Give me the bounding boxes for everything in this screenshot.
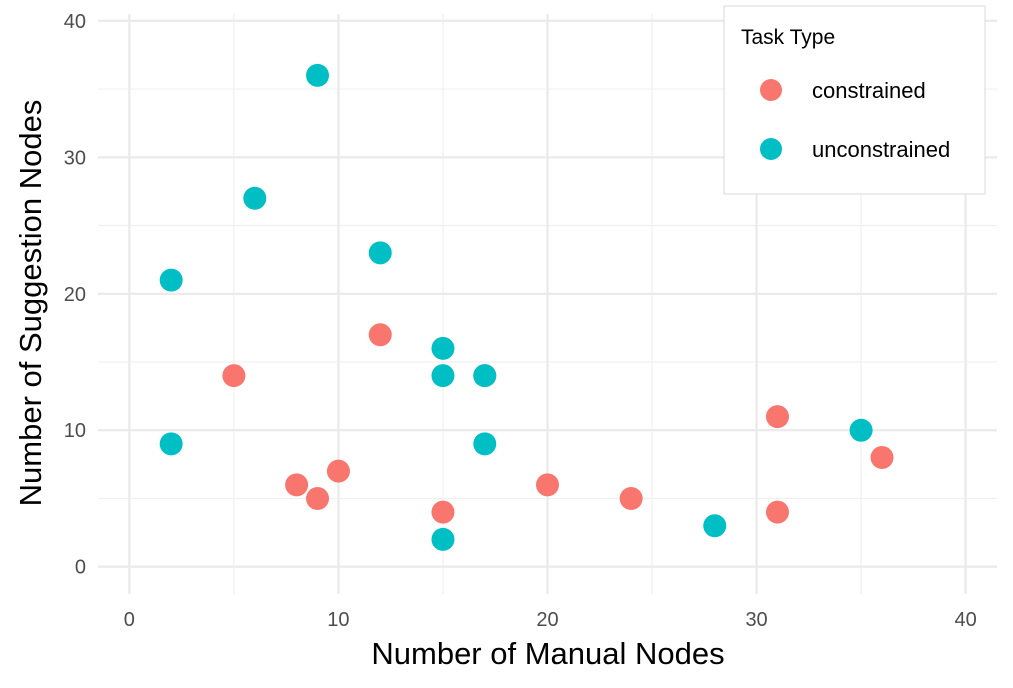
y-axis-ticks: 0 10 20 30 40 xyxy=(64,11,86,579)
x-axis-ticks: 0 10 20 30 40 xyxy=(124,609,977,631)
legend-key-constrained xyxy=(760,79,782,101)
point-constrained xyxy=(306,486,330,510)
point-unconstrained xyxy=(431,364,455,388)
x-tick-label: 0 xyxy=(124,609,135,631)
point-unconstrained xyxy=(431,527,455,551)
point-constrained xyxy=(765,500,789,524)
legend: Task Type constrained unconstrained xyxy=(723,5,986,195)
point-unconstrained xyxy=(703,514,727,538)
x-tick-label: 30 xyxy=(745,609,767,631)
point-constrained xyxy=(619,486,643,510)
point-unconstrained xyxy=(368,241,392,265)
x-tick-label: 40 xyxy=(955,609,977,631)
legend-label-constrained: constrained xyxy=(812,78,926,103)
point-unconstrained xyxy=(159,432,183,456)
y-tick-label: 20 xyxy=(64,284,86,306)
y-tick-label: 30 xyxy=(64,147,86,169)
point-constrained xyxy=(285,473,309,497)
point-unconstrained xyxy=(849,418,873,442)
point-unconstrained xyxy=(431,336,455,360)
data-points xyxy=(159,63,894,551)
x-tick-label: 20 xyxy=(536,609,558,631)
point-constrained xyxy=(368,323,392,347)
point-unconstrained xyxy=(473,432,497,456)
point-constrained xyxy=(222,364,246,388)
legend-key-unconstrained xyxy=(760,138,782,160)
y-tick-label: 10 xyxy=(64,420,86,442)
x-axis-title: Number of Manual Nodes xyxy=(371,636,724,671)
point-constrained xyxy=(870,446,894,470)
point-constrained xyxy=(536,473,559,497)
major-gridlines xyxy=(98,14,997,594)
y-tick-label: 40 xyxy=(64,11,86,33)
point-constrained xyxy=(765,405,789,429)
point-unconstrained xyxy=(159,268,183,292)
legend-label-unconstrained: unconstrained xyxy=(812,137,950,162)
point-unconstrained xyxy=(243,186,267,210)
x-tick-label: 10 xyxy=(327,609,349,631)
point-constrained xyxy=(326,459,350,483)
y-tick-label: 0 xyxy=(75,557,86,579)
legend-title: Task Type xyxy=(741,26,835,49)
point-constrained xyxy=(431,500,455,524)
point-unconstrained xyxy=(306,63,330,87)
y-axis-title: Number of Suggestion Nodes xyxy=(13,100,48,507)
point-unconstrained xyxy=(473,364,497,388)
